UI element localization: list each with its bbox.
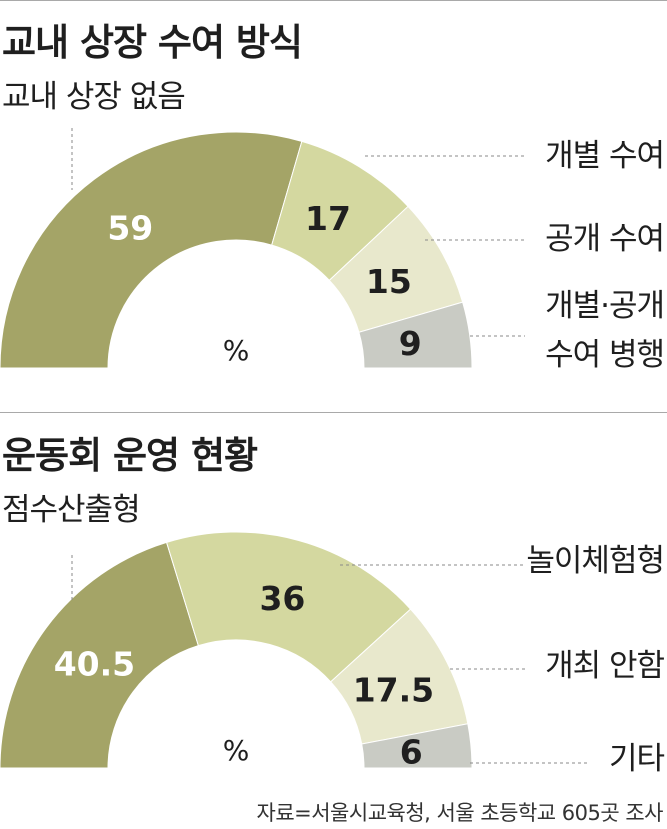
chart2-half-donut: 40.5 36 17.5 6% — [0, 531, 590, 771]
section-divider — [0, 412, 667, 413]
chart2-slice-0 — [0, 541, 199, 769]
chart1-slice-0 — [0, 131, 303, 369]
chart2-value-label-2: 17.5 — [353, 670, 434, 709]
chart2-slice-1 — [165, 531, 412, 683]
chart1-value-label-1: 17 — [305, 199, 351, 238]
chart2-slice-3 — [361, 723, 473, 769]
chart1-unit-label: % — [223, 334, 250, 367]
chart2-title: 운동회 운영 현황 — [2, 434, 258, 477]
chart2-unit-label: % — [223, 734, 250, 767]
chart2-label-none: 개최 안함 — [545, 648, 665, 684]
chart1-slice-3 — [358, 301, 473, 369]
chart2-value-label-1: 36 — [259, 579, 305, 618]
chart2-label-play: 놀이체험형 — [526, 543, 665, 579]
chart2-label-other: 기타 — [608, 741, 665, 777]
top-rule — [0, 0, 667, 1]
source-note: 자료=서울시교육청, 서울 초등학교 605곳 조사 — [256, 801, 664, 825]
chart2-label-score: 점수산출형 — [2, 492, 141, 528]
chart1-title: 교내 상장 수여 방식 — [2, 21, 303, 64]
chart1-label-none: 교내 상장 없음 — [2, 79, 186, 115]
chart1-value-label-0: 59 — [107, 208, 153, 247]
chart2-value-label-3: 6 — [400, 732, 423, 771]
chart1-half-donut: 59 17 15 9% — [0, 128, 525, 369]
chart1-label-both-line1: 개별·공개 — [545, 288, 665, 324]
chart2-value-label-0: 40.5 — [54, 644, 135, 683]
chart1-value-label-2: 15 — [366, 262, 412, 301]
chart1-label-individual: 개별 수여 — [545, 138, 665, 174]
chart1-label-public: 공개 수여 — [545, 221, 665, 257]
chart1-label-both-line2: 수여 병행 — [545, 337, 665, 373]
chart1-value-label-3: 9 — [399, 324, 422, 363]
